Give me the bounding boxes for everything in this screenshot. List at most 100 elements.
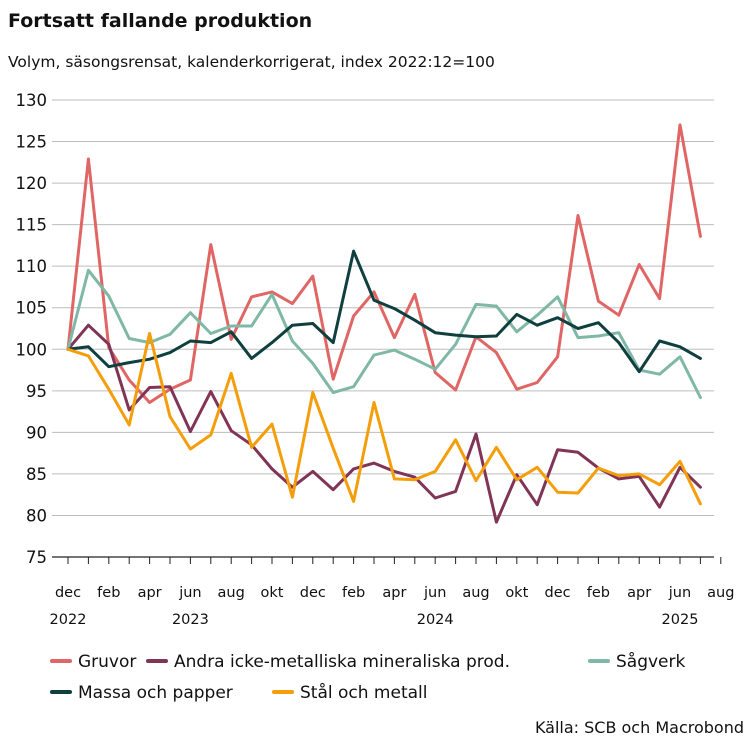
series-line	[66, 249, 702, 374]
data-point	[148, 386, 151, 389]
data-point	[474, 432, 478, 436]
legend-item: Gruvor	[50, 652, 136, 672]
chart-subtitle: Volym, säsongsrensat, kalenderkorrigerat…	[8, 53, 495, 71]
data-point	[270, 422, 274, 426]
x-tick-label: dec	[55, 585, 81, 601]
chart-title: Fortsatt fallande produktion	[8, 10, 312, 32]
data-point	[617, 474, 621, 477]
plot-area	[66, 123, 702, 524]
data-point	[209, 332, 213, 335]
data-point	[87, 323, 90, 327]
data-point	[658, 372, 661, 376]
x-tick-label: okt	[261, 585, 284, 601]
data-point	[699, 357, 702, 360]
data-point	[454, 490, 457, 493]
data-point	[535, 323, 539, 327]
x-tick-label: feb	[587, 585, 610, 601]
data-point	[127, 361, 131, 364]
legend-item: Massa och papper	[50, 683, 233, 703]
y-axis-ticks: 130 125 120 115 110 105 100 95 90 85 80 75	[16, 91, 48, 567]
series-line	[66, 332, 702, 506]
data-point	[678, 460, 682, 463]
legend-label: Stål och metall	[300, 682, 427, 703]
data-point	[535, 503, 539, 506]
x-tick-label: apr	[627, 585, 651, 601]
data-point	[148, 357, 151, 361]
data-point	[311, 274, 315, 278]
data-point	[229, 330, 233, 334]
data-point	[331, 446, 335, 450]
data-point	[189, 430, 192, 433]
data-point	[658, 483, 661, 487]
data-point	[87, 157, 90, 161]
data-point	[576, 327, 580, 330]
series-3	[66, 249, 702, 374]
data-point	[311, 362, 315, 365]
data-point	[393, 307, 396, 310]
data-point	[556, 448, 559, 452]
x-tick-year-label: 2022	[50, 612, 87, 628]
data-point	[168, 351, 172, 354]
data-point	[189, 339, 192, 343]
data-point	[433, 331, 437, 334]
data-point	[433, 371, 437, 374]
data-point	[250, 446, 253, 449]
data-point	[637, 370, 641, 374]
data-point	[413, 478, 417, 482]
data-point	[576, 214, 580, 217]
data-point	[515, 473, 519, 477]
data-point	[474, 335, 478, 339]
y-tick-label: 130	[16, 91, 48, 110]
data-point	[148, 401, 151, 404]
data-point	[556, 316, 559, 319]
data-point	[576, 451, 580, 454]
data-point	[495, 351, 498, 354]
y-tick-label: 125	[16, 133, 48, 152]
data-point	[229, 429, 233, 433]
data-point	[372, 461, 376, 465]
data-point	[495, 520, 498, 524]
series-4	[66, 332, 702, 506]
data-point	[372, 353, 376, 357]
data-point	[127, 337, 131, 340]
data-point	[352, 500, 355, 503]
data-point	[413, 293, 417, 296]
data-point	[474, 479, 478, 482]
data-point	[413, 357, 417, 361]
data-point	[209, 390, 213, 393]
data-point	[495, 446, 498, 449]
data-point	[311, 470, 315, 473]
legend-label: Gruvor	[78, 652, 136, 672]
gridlines	[52, 99, 714, 558]
data-point	[576, 491, 580, 495]
data-point	[637, 263, 641, 266]
data-point	[87, 345, 90, 349]
data-point	[495, 334, 498, 338]
data-point	[168, 415, 172, 418]
data-point	[372, 401, 376, 404]
data-point	[433, 496, 437, 500]
data-point	[678, 465, 682, 469]
data-point	[168, 333, 172, 336]
data-point	[270, 467, 274, 471]
data-point	[535, 465, 539, 469]
legend-item: Stål och metall	[272, 682, 427, 703]
x-tick-label: feb	[97, 585, 120, 601]
data-point	[617, 331, 621, 334]
data-point	[637, 472, 641, 476]
data-point	[189, 311, 192, 315]
data-point	[352, 249, 355, 253]
series-2	[66, 268, 702, 399]
data-point	[127, 408, 131, 412]
y-tick-label: 110	[16, 257, 48, 276]
data-point	[372, 290, 376, 294]
data-point	[148, 332, 151, 335]
data-point	[617, 313, 621, 317]
data-point	[393, 336, 396, 339]
data-point	[331, 377, 335, 381]
data-point	[597, 334, 600, 338]
data-point	[189, 378, 192, 382]
data-point	[107, 387, 111, 391]
y-tick-label: 105	[16, 299, 48, 318]
data-point	[678, 123, 682, 127]
